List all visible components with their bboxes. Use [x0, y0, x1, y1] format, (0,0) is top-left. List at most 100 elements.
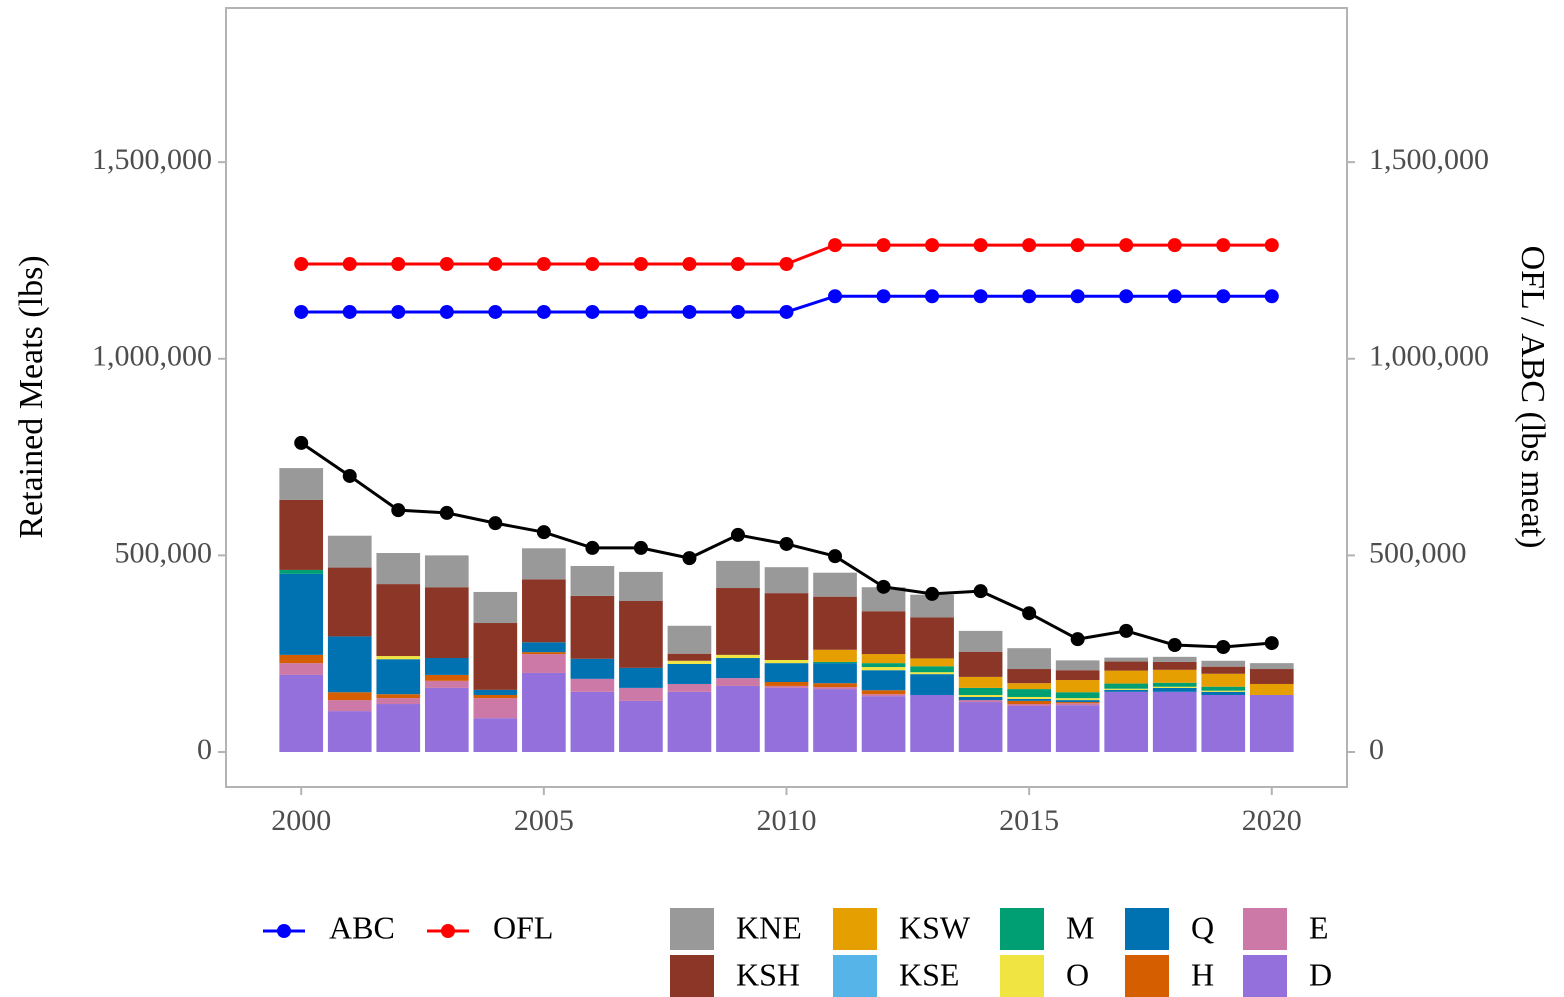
line-point	[1119, 238, 1134, 253]
bar-segment	[1104, 688, 1149, 690]
bar-segment	[764, 659, 809, 664]
bar-segment	[619, 687, 663, 701]
bar-segment	[1201, 666, 1246, 674]
bar-segment	[667, 625, 712, 654]
legend-label: KSE	[899, 956, 959, 992]
bar-segment	[1249, 694, 1294, 753]
line-point	[876, 579, 891, 594]
bar-segment	[1055, 680, 1100, 693]
legend-label: ABC	[329, 909, 395, 945]
bar-segment	[813, 596, 857, 650]
line-point	[391, 304, 406, 319]
bar-segment	[1104, 657, 1149, 662]
bar-segment	[764, 685, 809, 688]
bar-segment	[279, 674, 324, 753]
legend-label: KSW	[899, 909, 971, 945]
bar-segment	[1055, 700, 1100, 703]
legend-point	[441, 924, 455, 938]
bar-segment	[1104, 689, 1149, 692]
line-point	[1216, 640, 1231, 655]
bar-segment	[570, 566, 615, 596]
bar-segment	[764, 663, 809, 683]
bar-segment	[958, 630, 1003, 652]
y-tick-label: 1,500,000	[92, 143, 212, 176]
bar-segment	[522, 672, 566, 753]
bar-segment	[327, 692, 372, 701]
bar-segment	[1007, 698, 1051, 701]
bar-segment	[910, 666, 954, 673]
line-point	[1264, 238, 1279, 253]
bar-segment	[1152, 682, 1197, 687]
x-tick-label: 2000	[271, 804, 331, 837]
legend-label: KSH	[736, 956, 800, 992]
line-point	[1167, 238, 1182, 253]
bar-segment	[958, 702, 1003, 753]
bar-segment	[861, 587, 906, 612]
bar-segment	[1201, 686, 1246, 691]
bar-segment	[667, 683, 712, 692]
legend-swatch	[1243, 908, 1287, 950]
bar-segment	[667, 663, 712, 684]
line-point	[294, 256, 309, 271]
legend-swatch	[833, 908, 877, 950]
bar-segment	[1152, 686, 1197, 688]
bar-segment	[958, 687, 1003, 695]
bar-segment	[376, 704, 421, 753]
legend-label: Q	[1191, 909, 1214, 945]
bar-segment	[279, 573, 324, 655]
x-tick-label: 2005	[514, 804, 574, 837]
bar-segment	[813, 572, 857, 597]
bar-segment	[861, 670, 906, 691]
line-point	[633, 304, 648, 319]
legend-label: M	[1066, 909, 1094, 945]
bar-segment	[1055, 670, 1100, 681]
y-tick-label: 500,000	[115, 536, 213, 569]
bar-segment	[861, 667, 906, 671]
bar-segment	[958, 700, 1003, 703]
line-point	[585, 304, 600, 319]
bar-segment	[1055, 698, 1100, 701]
bar-segment	[279, 569, 324, 574]
bar-segment	[813, 661, 857, 664]
bar-segment	[424, 674, 469, 681]
bar-segment	[1055, 703, 1100, 706]
bar-segment	[910, 672, 954, 675]
bar-segment	[861, 611, 906, 655]
bar-segment	[327, 567, 372, 637]
bar-segment	[861, 663, 906, 668]
bar-segment	[764, 593, 809, 660]
bar-segment	[473, 689, 518, 695]
bar-segment	[473, 694, 518, 699]
y2-axis-title: OFL / ABC (lbs meat)	[1514, 246, 1551, 549]
line-point	[1264, 636, 1279, 651]
bar-segment	[764, 682, 809, 686]
legend-swatch	[670, 955, 714, 997]
line-point	[1070, 289, 1085, 304]
legend-label: E	[1309, 909, 1329, 945]
bar-segment	[1007, 696, 1051, 699]
legend-point	[277, 924, 291, 938]
bar-segment	[376, 698, 421, 705]
bar-segment	[1201, 660, 1246, 667]
bar-segment	[1055, 702, 1100, 704]
legend-swatch	[1125, 955, 1169, 997]
legend-label: OFL	[493, 909, 553, 945]
line-point	[1022, 289, 1037, 304]
line-point	[1119, 623, 1134, 638]
bar-segment	[813, 683, 857, 688]
bar-segment	[813, 663, 857, 684]
line-point	[973, 584, 988, 599]
legend-label: D	[1309, 956, 1332, 992]
bar-segment	[667, 660, 712, 664]
line-point	[439, 304, 454, 319]
bar-segment	[570, 691, 615, 753]
bar-segment	[1007, 704, 1051, 706]
bar-segment	[1007, 705, 1051, 753]
line-point	[828, 289, 843, 304]
line-point	[585, 256, 600, 271]
line-point	[1022, 238, 1037, 253]
bar-segment	[910, 658, 954, 667]
bar-segment	[1104, 683, 1149, 689]
bar-segment	[279, 499, 324, 570]
line-point	[294, 304, 309, 319]
